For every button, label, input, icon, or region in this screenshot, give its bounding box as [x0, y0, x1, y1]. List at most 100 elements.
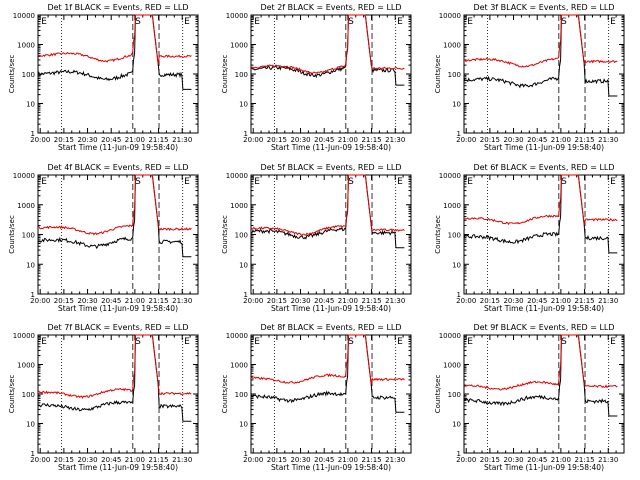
- events-series-line: [250, 14, 405, 86]
- plot-frame: [463, 174, 625, 295]
- y-axis-label: Counts/sec: [221, 375, 229, 414]
- lld-series-line: [37, 174, 192, 236]
- x-axis-label: Start Time (11-Jun-09 19:58:40): [484, 304, 604, 313]
- x-tick-label: 21:00: [551, 456, 571, 464]
- events-series-line: [38, 334, 192, 422]
- chart-title: Det 8f BLACK = Events, RED = LLD: [260, 323, 401, 332]
- segment-marker: E: [610, 17, 616, 27]
- events-series-line: [38, 174, 192, 258]
- x-axis-label: Start Time (11-Jun-09 19:58:40): [58, 304, 178, 313]
- y-tick-label: 1: [457, 130, 461, 138]
- x-tick-label: 21:00: [551, 136, 571, 144]
- y-tick-label: 1000: [443, 362, 461, 370]
- x-tick-label: 20:45: [314, 456, 334, 464]
- x-tick-label: 21:00: [338, 136, 358, 144]
- x-tick-label: 21:30: [172, 136, 192, 144]
- y-tick-label: 10: [26, 421, 35, 429]
- x-tick-label: 20:30: [503, 456, 523, 464]
- segment-marker: E: [41, 17, 47, 27]
- segment-marker: E: [397, 177, 403, 187]
- y-tick-label: 1000: [17, 362, 35, 370]
- y-axis-label: Counts/sec: [8, 375, 16, 414]
- chart-title: Det 2f BLACK = Events, RED = LLD: [260, 3, 401, 12]
- segment-marker: S: [348, 17, 354, 27]
- y-tick-label: 10: [452, 261, 461, 269]
- y-tick-label: 100: [22, 71, 35, 79]
- chart-panel: Det 5f BLACK = Events, RED = LLD 1 10 100 10…: [221, 163, 412, 313]
- y-tick-label: 100: [448, 232, 461, 240]
- segment-marker: E: [467, 177, 473, 187]
- y-tick-label: 1: [31, 450, 35, 458]
- segment-marker: E: [397, 17, 403, 27]
- chart-panel: Det 1f BLACK = Events, RED = LLD 1 10 100 10…: [8, 3, 199, 152]
- y-tick-label: 100: [22, 391, 35, 399]
- x-tick-label: 20:15: [480, 136, 500, 144]
- segment-marker: E: [184, 177, 190, 187]
- y-tick-label: 10000: [439, 12, 461, 20]
- x-tick-label: 20:15: [480, 297, 500, 305]
- x-tick-label: 20:15: [54, 297, 74, 305]
- x-tick-label: 20:15: [480, 456, 500, 464]
- x-axis-label: Start Time (11-Jun-09 19:58:40): [484, 143, 604, 152]
- lld-series-line: [463, 174, 618, 226]
- lld-series-line: [463, 14, 618, 68]
- lld-series-line: [250, 174, 405, 236]
- lld-series-line: [250, 14, 405, 74]
- segment-marker: E: [467, 17, 473, 27]
- y-tick-label: 10000: [226, 332, 248, 340]
- y-axis-label: Counts/sec: [8, 215, 16, 254]
- events-series-line: [463, 174, 618, 254]
- x-tick-label: 20:45: [314, 136, 334, 144]
- segment-marker: E: [41, 177, 47, 187]
- x-tick-label: 20:00: [243, 136, 263, 144]
- y-tick-label: 1000: [230, 42, 248, 50]
- x-axis-label: Start Time (11-Jun-09 19:58:40): [271, 463, 391, 472]
- x-tick-label: 20:30: [77, 297, 97, 305]
- x-tick-label: 21:30: [172, 456, 192, 464]
- chart-title: Det 5f BLACK = Events, RED = LLD: [260, 163, 401, 172]
- y-tick-label: 1000: [443, 42, 461, 50]
- x-tick-label: 20:45: [527, 456, 547, 464]
- y-tick-label: 100: [235, 71, 248, 79]
- x-tick-label: 21:00: [125, 136, 145, 144]
- segment-marker: S: [348, 177, 354, 187]
- x-tick-label: 20:45: [101, 297, 121, 305]
- y-tick-label: 1000: [230, 202, 248, 210]
- x-tick-label: 21:15: [574, 297, 594, 305]
- chart-panel: Det 8f BLACK = Events, RED = LLD 1 10 100 10…: [221, 323, 412, 472]
- chart-title: Det 9f BLACK = Events, RED = LLD: [473, 323, 614, 332]
- segment-marker: E: [184, 17, 190, 27]
- x-tick-label: 20:00: [243, 456, 263, 464]
- x-tick-label: 20:30: [503, 297, 523, 305]
- segment-marker: E: [184, 337, 190, 347]
- y-tick-label: 1: [31, 130, 35, 138]
- x-tick-label: 21:15: [361, 136, 381, 144]
- x-tick-label: 21:15: [361, 297, 381, 305]
- x-tick-label: 21:15: [574, 456, 594, 464]
- y-tick-label: 10000: [13, 12, 35, 20]
- x-tick-label: 20:00: [30, 136, 50, 144]
- x-tick-label: 20:00: [456, 136, 476, 144]
- y-tick-label: 10: [239, 261, 248, 269]
- y-tick-label: 10: [26, 261, 35, 269]
- chart-panel: Det 2f BLACK = Events, RED = LLD 1 10 100 10…: [221, 3, 412, 152]
- y-tick-label: 100: [448, 71, 461, 79]
- y-tick-label: 1: [31, 291, 35, 299]
- x-tick-label: 20:30: [77, 136, 97, 144]
- chart-title: Det 7f BLACK = Events, RED = LLD: [47, 323, 188, 332]
- x-tick-label: 20:30: [290, 136, 310, 144]
- y-tick-label: 10: [452, 101, 461, 109]
- y-tick-label: 1: [457, 291, 461, 299]
- x-tick-label: 21:30: [385, 136, 405, 144]
- y-tick-label: 1000: [17, 42, 35, 50]
- x-tick-label: 21:15: [148, 136, 168, 144]
- segment-marker: E: [254, 337, 260, 347]
- x-tick-label: 20:15: [267, 456, 287, 464]
- y-axis-label: Counts/sec: [434, 215, 442, 254]
- x-tick-label: 21:00: [125, 456, 145, 464]
- segment-marker: E: [467, 337, 473, 347]
- y-tick-label: 10000: [13, 332, 35, 340]
- x-tick-label: 21:00: [338, 297, 358, 305]
- x-tick-label: 21:00: [338, 456, 358, 464]
